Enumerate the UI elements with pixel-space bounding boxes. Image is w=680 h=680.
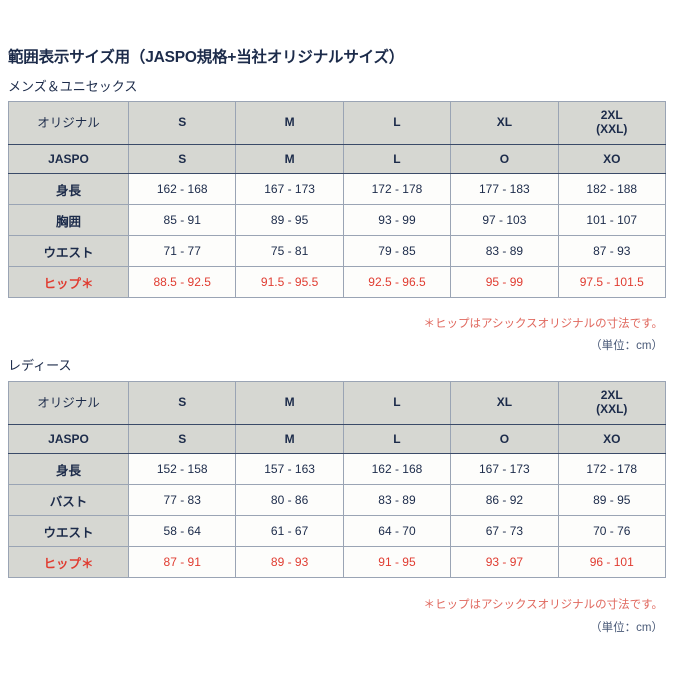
header-label-original: オリジナル [8, 381, 129, 425]
table-row-hip: ヒップ＊ 88.5 - 92.5 91.5 - 95.5 92.5 - 96.5… [8, 266, 666, 298]
header-jaspo-l: L [342, 424, 452, 454]
cell: 80 - 86 [235, 484, 344, 516]
size-table-mens: オリジナル S M L XL 2XL (XXL) JASPO S M L O XO… [8, 101, 666, 298]
cell: 167 - 173 [235, 173, 344, 205]
table-row-hip: ヒップ＊ 87 - 91 89 - 93 91 - 95 93 - 97 96 … [8, 546, 666, 578]
unit-note-ladies: （単位：cm） [590, 622, 663, 634]
cell: 172 - 178 [342, 173, 452, 205]
row-label: バスト [8, 484, 129, 516]
header-jaspo-xo: XO [557, 144, 666, 174]
cell: 167 - 173 [450, 453, 559, 485]
cell: 157 - 163 [235, 453, 344, 485]
header-size-m: M [235, 381, 344, 425]
page-title: 範囲表示サイズ用（JASPO規格+当社オリジナルサイズ） [8, 49, 405, 66]
cell: 67 - 73 [450, 515, 559, 547]
cell: 177 - 183 [450, 173, 559, 205]
row-label: 身長 [8, 173, 129, 205]
header-label-original: オリジナル [8, 101, 129, 145]
table-row: ウエスト 58 - 64 61 - 67 64 - 70 67 - 73 70 … [8, 515, 666, 547]
cell: 91 - 95 [342, 546, 452, 578]
cell: 89 - 95 [235, 204, 344, 236]
cell: 83 - 89 [342, 484, 452, 516]
cell: 172 - 178 [557, 453, 666, 485]
cell: 85 - 91 [127, 204, 237, 236]
header-label-jaspo: JASPO [8, 424, 129, 454]
table-row: 身長 162 - 168 167 - 173 172 - 178 177 - 1… [8, 173, 666, 205]
table-row: バスト 77 - 83 80 - 86 83 - 89 86 - 92 89 -… [8, 484, 666, 516]
cell: 58 - 64 [127, 515, 237, 547]
header-size-s: S [127, 381, 237, 425]
header-jaspo-s: S [127, 424, 237, 454]
cell: 87 - 91 [127, 546, 237, 578]
header-size-2xl-main: 2XL [600, 388, 623, 403]
hip-footnote-mens: ＊ヒップはアシックスオリジナルの寸法です。 [423, 318, 663, 330]
section-label-ladies: レディース [8, 358, 72, 373]
cell: 152 - 158 [127, 453, 237, 485]
cell: 86 - 92 [450, 484, 559, 516]
table-header-row-original: オリジナル S M L XL 2XL (XXL) [8, 381, 666, 425]
unit-note-mens: （単位：cm） [590, 340, 663, 352]
header-jaspo-s: S [127, 144, 237, 174]
table-row: ウエスト 71 - 77 75 - 81 79 - 85 83 - 89 87 … [8, 235, 666, 267]
table-header-row-jaspo: JASPO S M L O XO [8, 424, 666, 454]
header-size-l: L [342, 101, 452, 145]
header-size-2xl-sub: (XXL) [596, 122, 628, 136]
header-size-2xl-sub: (XXL) [596, 402, 628, 416]
header-size-s: S [127, 101, 237, 145]
header-jaspo-o: O [450, 424, 559, 454]
row-label: ウエスト [8, 515, 129, 547]
cell: 79 - 85 [342, 235, 452, 267]
header-jaspo-xo: XO [557, 424, 666, 454]
cell: 83 - 89 [450, 235, 559, 267]
table-row: 胸囲 85 - 91 89 - 95 93 - 99 97 - 103 101 … [8, 204, 666, 236]
cell: 75 - 81 [235, 235, 344, 267]
size-table-ladies: オリジナル S M L XL 2XL (XXL) JASPO S M L O XO… [8, 381, 666, 578]
row-label: ウエスト [8, 235, 129, 267]
cell: 162 - 168 [342, 453, 452, 485]
row-label-hip: ヒップ＊ [8, 266, 129, 298]
table-row: 身長 152 - 158 157 - 163 162 - 168 167 - 1… [8, 453, 666, 485]
cell: 101 - 107 [557, 204, 666, 236]
header-size-2xl: 2XL (XXL) [557, 381, 666, 425]
header-jaspo-m: M [235, 424, 344, 454]
hip-footnote-ladies: ＊ヒップはアシックスオリジナルの寸法です。 [423, 599, 663, 611]
header-size-l: L [342, 381, 452, 425]
cell: 92.5 - 96.5 [342, 266, 452, 298]
cell: 71 - 77 [127, 235, 237, 267]
row-label: 胸囲 [8, 204, 129, 236]
header-jaspo-m: M [235, 144, 344, 174]
header-size-m: M [235, 101, 344, 145]
cell: 162 - 168 [127, 173, 237, 205]
cell: 64 - 70 [342, 515, 452, 547]
cell: 70 - 76 [557, 515, 666, 547]
cell: 87 - 93 [557, 235, 666, 267]
table-header-row-original: オリジナル S M L XL 2XL (XXL) [8, 101, 666, 145]
cell: 77 - 83 [127, 484, 237, 516]
cell: 61 - 67 [235, 515, 344, 547]
cell: 93 - 99 [342, 204, 452, 236]
cell: 97 - 103 [450, 204, 559, 236]
header-jaspo-l: L [342, 144, 452, 174]
cell: 95 - 99 [450, 266, 559, 298]
row-label-hip: ヒップ＊ [8, 546, 129, 578]
cell: 89 - 95 [557, 484, 666, 516]
cell: 91.5 - 95.5 [235, 266, 344, 298]
header-size-2xl: 2XL (XXL) [557, 101, 666, 145]
cell: 96 - 101 [557, 546, 666, 578]
header-size-2xl-main: 2XL [600, 108, 623, 123]
cell: 97.5 - 101.5 [557, 266, 666, 298]
cell: 93 - 97 [450, 546, 559, 578]
header-size-xl: XL [450, 381, 559, 425]
cell: 88.5 - 92.5 [127, 266, 237, 298]
row-label: 身長 [8, 453, 129, 485]
table-header-row-jaspo: JASPO S M L O XO [8, 144, 666, 174]
header-jaspo-o: O [450, 144, 559, 174]
cell: 89 - 93 [235, 546, 344, 578]
section-label-mens: メンズ＆ユニセックス [8, 79, 138, 94]
header-label-jaspo: JASPO [8, 144, 129, 174]
cell: 182 - 188 [557, 173, 666, 205]
header-size-xl: XL [450, 101, 559, 145]
